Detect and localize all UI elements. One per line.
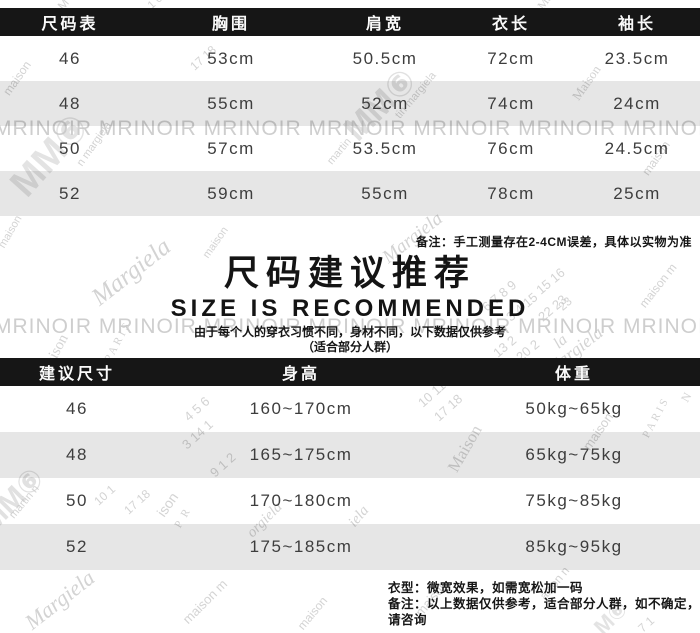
table-cell: 85kg~95kg — [525, 537, 623, 556]
table-cell: 24cm — [613, 93, 661, 113]
size-advice-note-2: （适合部分人群） — [301, 340, 398, 354]
table-cell: 65kg~75kg — [525, 445, 623, 464]
watermark-text: maison — [294, 593, 331, 633]
watermark-strip: MRINOIR MRINOIR MRINOIR MRINOIR MRINOIR … — [0, 117, 700, 140]
table-row: 52 59cm 55cm 78cm 25cm — [0, 171, 700, 216]
table-cell: 50 — [59, 138, 81, 158]
table-row: 48 55cm 52cm 74cm 24cm — [0, 81, 700, 126]
table-cell: 46 — [59, 48, 81, 68]
table-cell: 46 — [66, 399, 88, 418]
table-header-row: 尺码表 胸围 肩宽 衣长 袖长 — [0, 8, 700, 36]
table-cell: 74cm — [487, 93, 535, 113]
table-cell: 59cm — [207, 183, 255, 203]
column-header: 胸围 — [211, 16, 250, 33]
column-header: 肩宽 — [365, 16, 404, 33]
watermark-text: maison m — [179, 576, 231, 627]
page-title: 尺码建议推荐 — [223, 254, 476, 293]
column-header: 体重 — [554, 366, 593, 383]
watermark-text: maison — [0, 213, 25, 251]
title-block: 尺码建议推荐 SIZE IS RECOMMENDED 由于每个人的穿衣习惯不同，… — [0, 254, 700, 355]
table-header-row: 建议尺寸 身高 体重 — [0, 358, 700, 386]
table-cell: 76cm — [487, 138, 535, 158]
table-cell: 50.5cm — [352, 48, 418, 68]
garment-fit-note: 衣型：微宽效果，如需宽松加一码 — [388, 581, 584, 595]
table-cell: 175~185cm — [249, 537, 353, 556]
table-cell: 52 — [66, 537, 88, 556]
table-cell: 50kg~65kg — [525, 399, 623, 418]
table-cell: 52cm — [361, 93, 409, 113]
table-cell: 53.5cm — [352, 138, 418, 158]
column-header: 衣长 — [491, 16, 530, 33]
column-header: 建议尺寸 — [38, 366, 115, 383]
size-advice-note: 由于每个人的穿衣习惯不同，身材不同，以下数据仅供参考 — [193, 325, 506, 339]
table-cell: 25cm — [613, 183, 661, 203]
table-row: 50 170~180cm 75kg~85kg — [0, 478, 700, 524]
table-cell: 50 — [66, 491, 88, 510]
table-cell: 53cm — [207, 48, 255, 68]
table-row: 52 175~185cm 85kg~95kg — [0, 524, 700, 570]
column-header: 尺码表 — [41, 16, 99, 33]
table-row: 50 57cm 53.5cm 76cm 24.5cm — [0, 126, 700, 171]
table-row: 46 53cm 50.5cm 72cm 23.5cm — [0, 36, 700, 81]
column-header: 身高 — [281, 366, 320, 383]
watermark-strip: MRINOIR MRINOIR MRINOIR MRINOIR MRINOIR … — [0, 315, 700, 338]
table-row: 48 165~175cm 65kg~75kg — [0, 432, 700, 478]
table-cell: 24.5cm — [604, 138, 670, 158]
table-cell: 78cm — [487, 183, 535, 203]
page-subtitle: SIZE IS RECOMMENDED — [170, 295, 530, 322]
measurement-remark: 备注：手工测量存在2-4CM误差，具体以实物为准 — [415, 235, 692, 249]
column-header: 袖长 — [617, 16, 656, 33]
table-cell: 72cm — [487, 48, 535, 68]
table-cell: 57cm — [207, 138, 255, 158]
suggested-size-table: 建议尺寸 身高 体重 46 160~170cm 50kg~65kg 48 165~175cm 6… — [0, 358, 700, 570]
table-cell: 55cm — [361, 183, 409, 203]
table-cell: 48 — [66, 445, 88, 464]
footer-notes: 衣型：微宽效果，如需宽松加一码 备注：以上数据仅供参考，适合部分人群，如不确定，… — [388, 580, 700, 628]
size-table: 尺码表 胸围 肩宽 衣长 袖长 46 53cm 50.5cm 72cm 23.5cm 48 55cm 5… — [0, 8, 700, 216]
table-cell: 55cm — [207, 93, 255, 113]
table-cell: 75kg~85kg — [525, 491, 623, 510]
table-cell: 165~175cm — [249, 445, 353, 464]
table-cell: 170~180cm — [249, 491, 353, 510]
reference-note: 备注：以上数据仅供参考，适合部分人群，如不确定，请咨询 — [388, 597, 700, 627]
table-row: 46 160~170cm 50kg~65kg — [0, 386, 700, 432]
table-cell: 52 — [59, 183, 81, 203]
table-cell: 160~170cm — [249, 399, 353, 418]
watermark-text: Margiela — [19, 564, 100, 633]
table-cell: 48 — [59, 93, 81, 113]
table-cell: 23.5cm — [604, 48, 670, 68]
